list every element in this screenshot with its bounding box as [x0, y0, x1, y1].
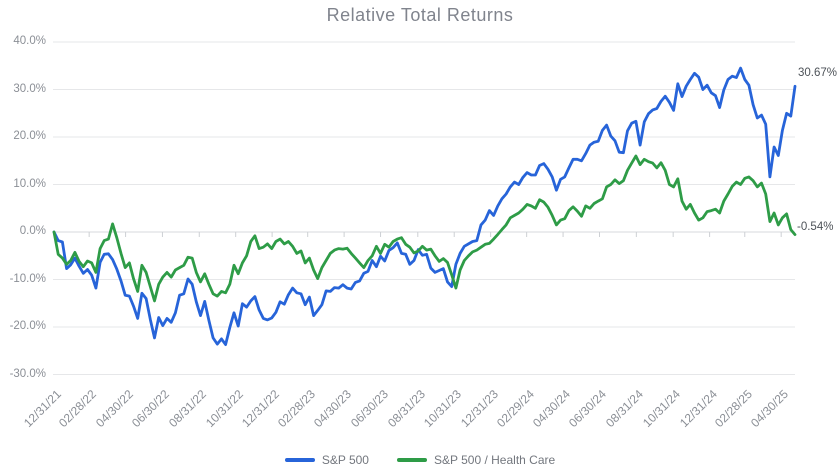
chart-title: Relative Total Returns	[326, 5, 514, 25]
legend-label-sp500: S&P 500	[321, 453, 369, 467]
sp500-end-value-label: 30.67%	[798, 67, 838, 79]
legend-item-sp500[interactable]: S&P 500	[284, 453, 369, 467]
sp500-line-swatch-icon	[284, 458, 315, 462]
healthcare-line-swatch-icon	[396, 458, 427, 462]
legend-label-healthcare: S&P 500 / Health Care	[433, 453, 556, 467]
y-axis-tick-label: -20.0%	[9, 320, 46, 332]
sp500-line	[52, 66, 797, 347]
y-axis-tick-label: 40.0%	[13, 35, 46, 47]
y-axis-tick-label: 30.0%	[13, 82, 46, 95]
y-axis-tick-label: 0.0%	[19, 225, 46, 237]
y-axis-tick-label: -10.0%	[9, 272, 46, 285]
legend-item-healthcare[interactable]: S&P 500 / Health Care	[396, 453, 556, 467]
y-axis-tick-label: 10.0%	[13, 177, 46, 190]
healthcare-end-value-label: -0.54%	[797, 221, 834, 233]
healthcare-line	[52, 154, 797, 303]
y-axis-tick-label: 20.0%	[13, 130, 46, 142]
y-axis-tick-label: -30.0%	[9, 367, 46, 380]
legend: S&P 500 S&P 500 / Health Care	[0, 453, 840, 467]
